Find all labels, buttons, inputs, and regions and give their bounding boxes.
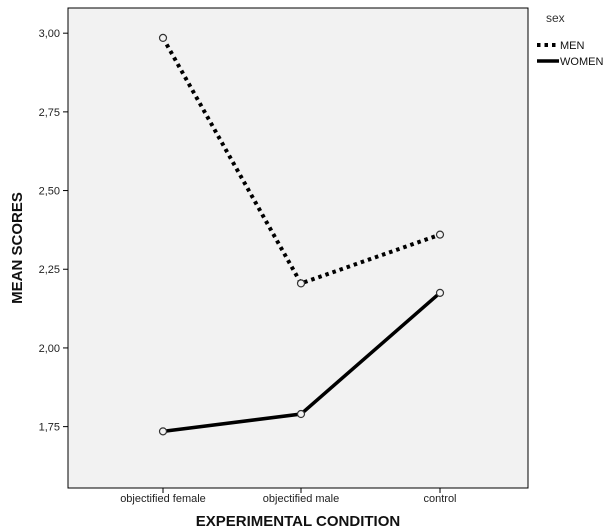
x-tick-label: control (423, 493, 456, 505)
y-tick-label: 2,25 (39, 264, 60, 276)
y-tick-label: 2,00 (39, 343, 60, 355)
legend: sex MEN WOMEN (537, 11, 603, 68)
y-tick-label: 1,75 (39, 422, 60, 434)
data-point-women (296, 409, 306, 419)
series-layer (158, 33, 445, 436)
x-axis-title: EXPERIMENTAL CONDITION (196, 513, 400, 530)
legend-label-men: MEN (560, 40, 585, 52)
x-tick-label: objectified male (263, 493, 339, 505)
x-tick-label: objectified female (120, 493, 206, 505)
y-axis-title: MEAN SCORES (9, 192, 26, 304)
data-point-men (296, 279, 306, 288)
legend-title: sex (546, 11, 565, 25)
plot-area (67, 7, 529, 489)
y-tick-label: 2,50 (39, 186, 60, 198)
x-axis: objectified female objectified male contro… (120, 488, 457, 505)
data-point-women (158, 427, 168, 436)
y-tick-label: 2,75 (39, 107, 60, 119)
legend-label-women: WOMEN (560, 56, 603, 68)
data-point-men (158, 33, 168, 43)
data-point-men (435, 230, 445, 239)
y-axis: 1,75 2,00 2,25 2,50 2,75 3,00 (39, 28, 68, 434)
data-point-women (435, 288, 445, 297)
y-tick-label: 3,00 (39, 28, 60, 40)
